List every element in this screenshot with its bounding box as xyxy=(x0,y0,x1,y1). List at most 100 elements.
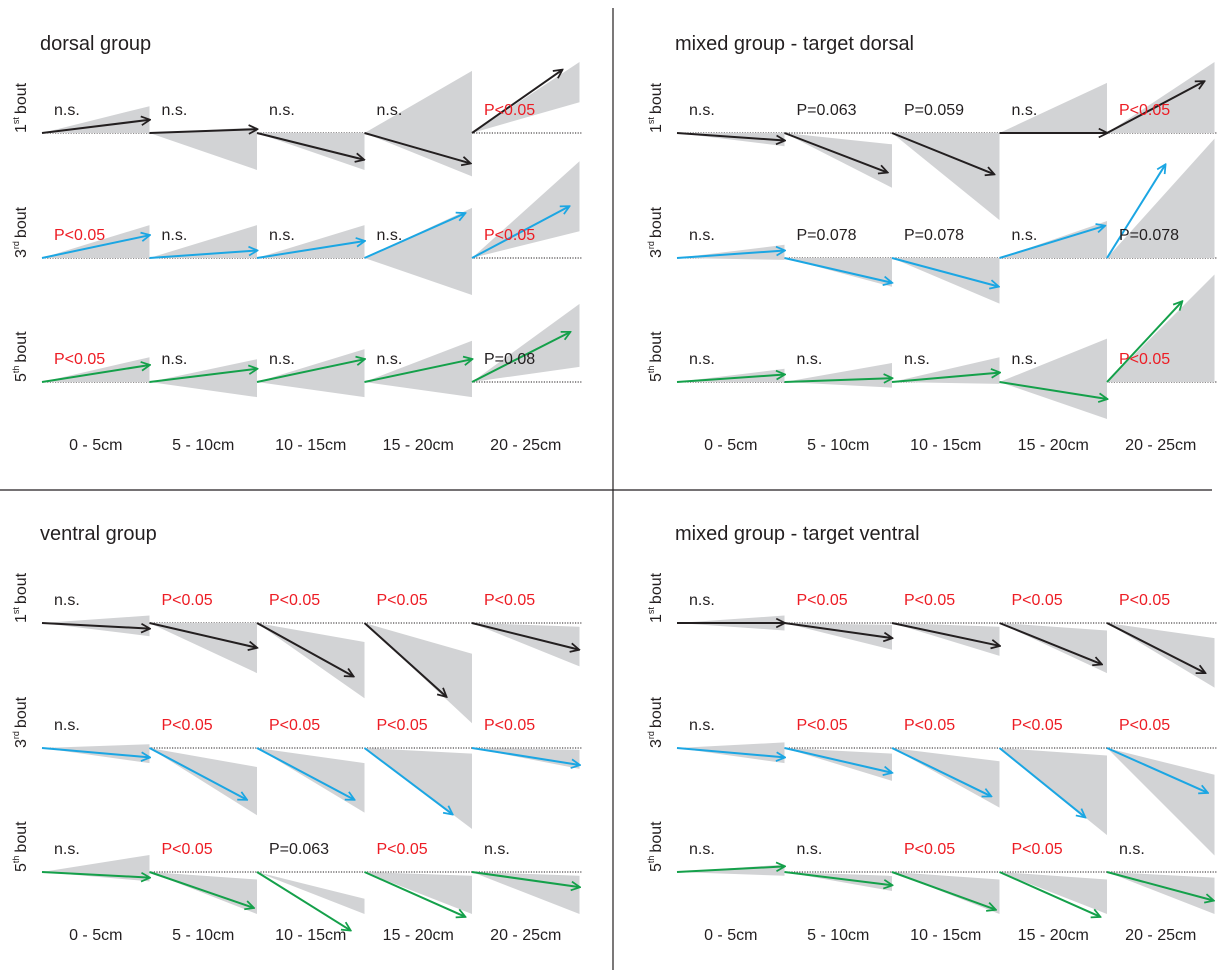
mean-direction-arrow xyxy=(363,747,453,814)
row-label: 1st bout xyxy=(646,82,665,133)
confidence-cone xyxy=(257,225,365,258)
mean-direction-arrow xyxy=(471,747,580,765)
mean-direction-arrow xyxy=(364,132,471,163)
significance-label: n.s. xyxy=(162,227,188,244)
row-label-word: bout xyxy=(13,331,30,363)
row-label-ordinal: 3 xyxy=(648,249,665,258)
mean-direction-arrow xyxy=(256,359,365,383)
cell: n.s. xyxy=(256,102,365,170)
confidence-cone xyxy=(257,872,365,914)
confidence-cone xyxy=(149,872,257,914)
significance-label: n.s. xyxy=(54,102,80,119)
distance-bin-label: 20 - 25cm xyxy=(490,437,561,454)
row-label: 3rd bout xyxy=(646,696,665,748)
cell: P=0.063 xyxy=(256,841,365,930)
distance-bin-label: 0 - 5cm xyxy=(704,927,757,944)
confidence-cone xyxy=(892,748,1000,808)
mean-direction-arrow xyxy=(471,332,570,383)
row-label: 1st bout xyxy=(646,572,665,623)
cell: P<0.05 xyxy=(256,717,365,813)
distance-bin-label: 0 - 5cm xyxy=(69,927,122,944)
cell: n.s. xyxy=(256,225,365,259)
significance-label: P=0.08 xyxy=(484,351,535,368)
mean-direction-arrow xyxy=(256,622,353,676)
significance-label: P<0.05 xyxy=(377,841,428,858)
cell: P<0.05 xyxy=(471,592,580,667)
significance-label: n.s. xyxy=(377,351,403,368)
confidence-cone xyxy=(257,623,365,699)
distance-bin-label: 15 - 20cm xyxy=(1018,927,1089,944)
cell: n.s. xyxy=(676,102,785,147)
cell: P<0.05 xyxy=(1106,717,1215,856)
confidence-cone xyxy=(892,357,1000,384)
confidence-cone xyxy=(364,70,472,177)
row-label-suffix: st xyxy=(646,117,656,125)
cell: P<0.05 xyxy=(149,841,257,914)
significance-label: n.s. xyxy=(54,841,80,858)
mean-direction-arrow xyxy=(891,373,1000,383)
mean-direction-arrow xyxy=(891,871,995,910)
distance-bin-label: 5 - 10cm xyxy=(172,437,234,454)
row-label-ordinal: 1 xyxy=(13,124,30,133)
cell: P=0.08 xyxy=(471,303,580,383)
significance-label: P<0.05 xyxy=(484,592,535,609)
mean-direction-arrow xyxy=(676,866,785,873)
cell: P<0.05 xyxy=(891,592,1000,656)
confidence-cone xyxy=(999,872,1107,914)
mean-direction-arrow xyxy=(998,747,1086,817)
mean-direction-arrow xyxy=(41,747,150,757)
row-label-ordinal: 1 xyxy=(13,614,30,623)
cell: n.s. xyxy=(676,227,785,260)
significance-label: P<0.05 xyxy=(162,592,213,609)
significance-label: n.s. xyxy=(162,351,188,368)
significance-label: P<0.05 xyxy=(377,717,428,734)
confidence-cone xyxy=(892,133,1000,221)
significance-label: n.s. xyxy=(689,841,715,858)
significance-label: n.s. xyxy=(689,227,715,244)
significance-label: n.s. xyxy=(689,717,715,734)
distance-bin-label: 0 - 5cm xyxy=(69,437,122,454)
distance-bin-label: 10 - 15cm xyxy=(910,437,981,454)
panel-title: ventral group xyxy=(40,523,157,545)
panel-title: mixed group - target ventral xyxy=(675,523,920,545)
mean-direction-arrow xyxy=(149,369,258,383)
mean-direction-arrow xyxy=(676,132,785,141)
confidence-cone xyxy=(1107,138,1215,258)
cell: n.s. xyxy=(41,102,150,134)
mean-direction-arrow xyxy=(364,213,466,259)
confidence-cone xyxy=(1107,872,1215,914)
cell: n.s. xyxy=(784,841,893,891)
cell: P<0.05 xyxy=(1106,274,1215,383)
significance-label: P<0.05 xyxy=(1012,592,1063,609)
confidence-cone xyxy=(1107,274,1215,382)
cell: P<0.05 xyxy=(363,717,472,829)
row-label: 5th bout xyxy=(11,821,30,872)
row-label-ordinal: 3 xyxy=(13,739,30,748)
panel: dorsal group 1st bout n.s. n.s. n.s. n.s. P<0.0… xyxy=(11,33,582,454)
significance-label: P<0.05 xyxy=(484,717,535,734)
cell: n.s. xyxy=(41,592,150,637)
cell: n.s. xyxy=(364,70,473,177)
significance-label: n.s. xyxy=(797,841,823,858)
row-label-word: bout xyxy=(648,331,665,363)
mean-direction-arrow xyxy=(149,871,254,908)
cell: n.s. xyxy=(41,841,150,881)
mean-direction-arrow xyxy=(41,235,150,259)
cell: n.s. xyxy=(891,351,1000,384)
confidence-cone xyxy=(892,258,1000,304)
row-label-suffix: th xyxy=(11,366,21,374)
cell: P<0.05 xyxy=(256,592,365,699)
row-label-word: bout xyxy=(13,82,30,114)
significance-label: P<0.05 xyxy=(54,351,105,368)
row-label: 1st bout xyxy=(11,82,30,133)
mean-direction-arrow xyxy=(471,871,580,887)
significance-label: P<0.05 xyxy=(904,717,955,734)
confidence-cone xyxy=(364,340,472,398)
cell: n.s. xyxy=(149,351,258,398)
cell: P<0.05 xyxy=(999,592,1107,674)
cell: n.s. xyxy=(677,592,785,631)
row-label-word: bout xyxy=(648,572,665,604)
confidence-cone xyxy=(784,748,892,781)
mean-direction-arrow xyxy=(784,257,892,283)
cell: P<0.05 xyxy=(891,841,1000,914)
